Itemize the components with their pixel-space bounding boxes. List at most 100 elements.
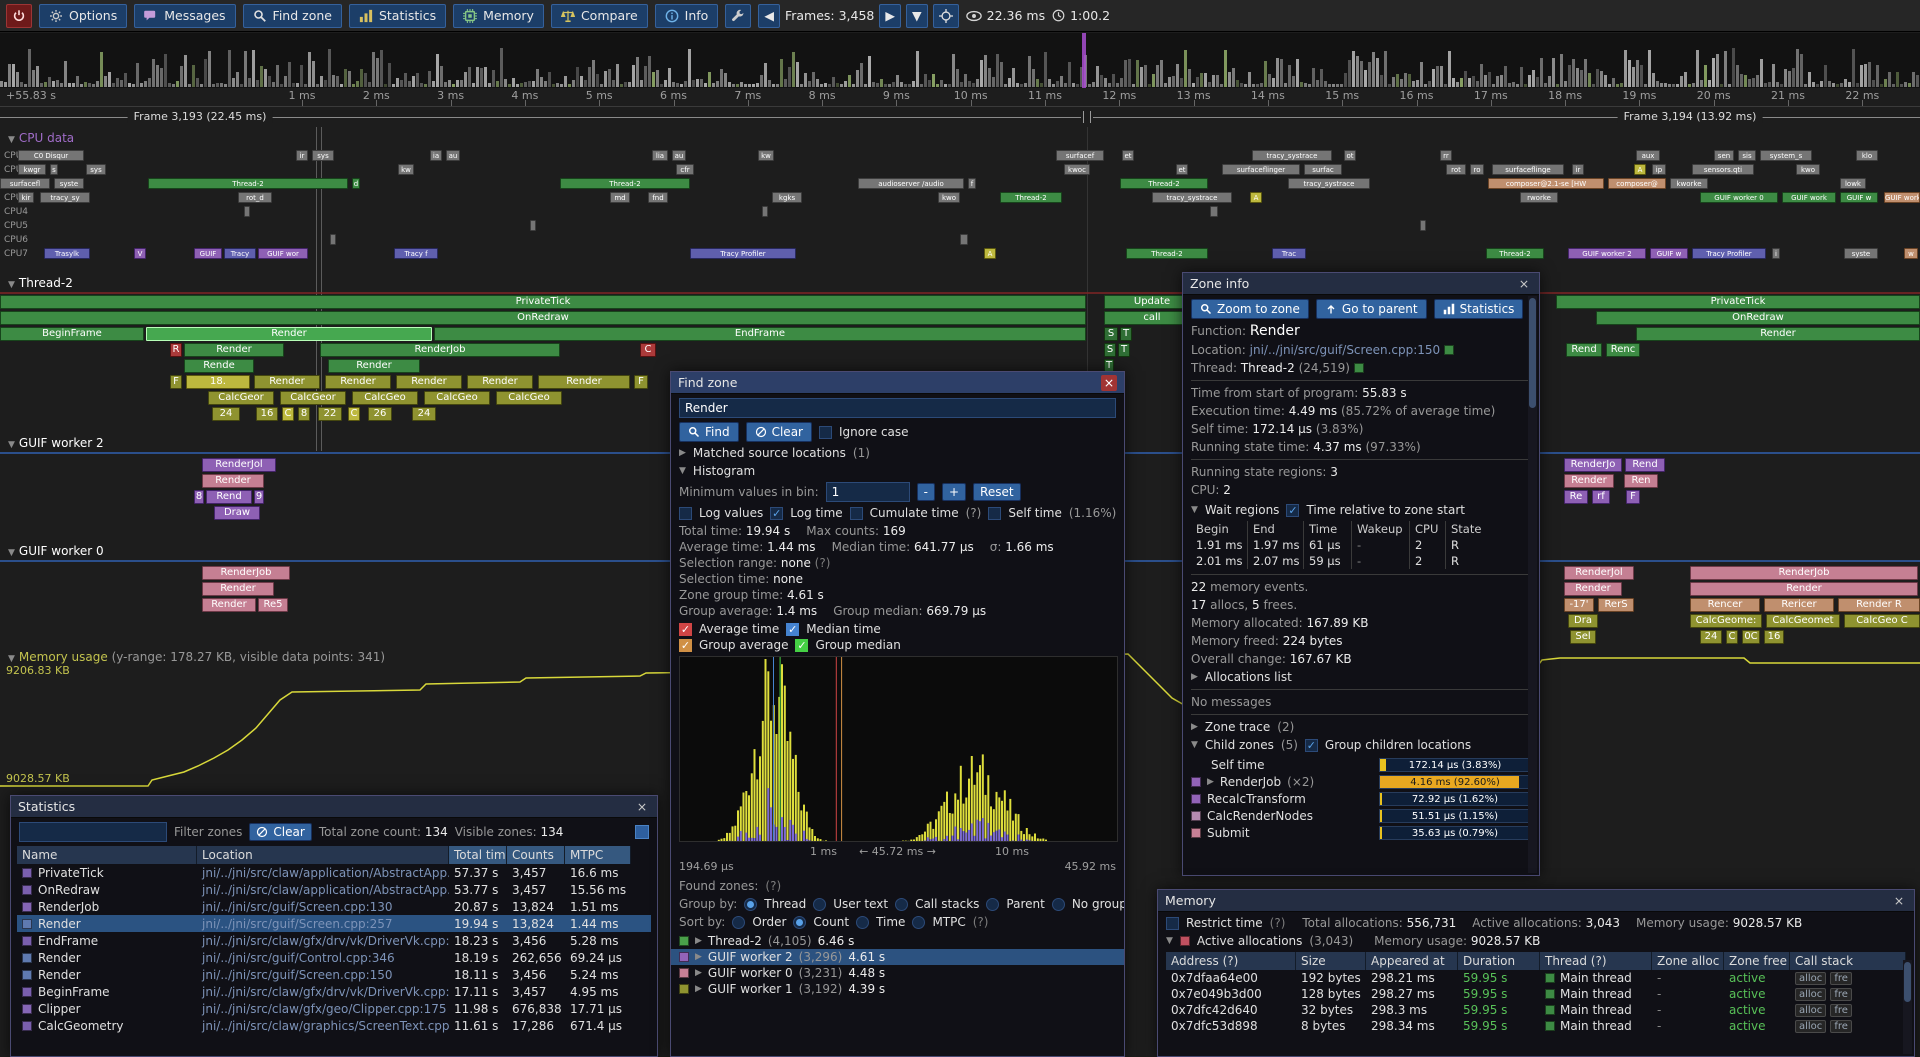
cpu-segment[interactable]: sensors.qti [1692,164,1754,175]
frame-bar[interactable] [1172,76,1175,87]
frame-bar[interactable] [168,83,171,87]
cpu-segment[interactable]: Thread-2 [1486,248,1544,259]
frame-bar[interactable] [956,69,959,87]
restrict-time-checkbox[interactable] [1166,916,1179,930]
frame-bar[interactable] [240,83,243,87]
zone[interactable]: PrivateTick [1556,295,1920,309]
cpu-segment[interactable]: au [672,150,686,161]
frame-bar[interactable] [936,84,939,87]
frame-bar[interactable] [1140,67,1143,87]
frame-bar[interactable] [1180,77,1183,87]
cpu-segment[interactable]: d [352,178,360,189]
cpu-segment[interactable]: rr [1440,150,1452,161]
frame-bar[interactable] [40,82,43,87]
frame-bar[interactable] [500,48,503,87]
frame-bar[interactable] [1184,50,1187,87]
frame-bar[interactable] [268,76,271,87]
zone-info-titlebar[interactable]: Zone info × [1183,273,1539,295]
find-zone-titlebar[interactable]: Find zone × [671,372,1124,394]
memory-titlebar[interactable]: Memory × [1158,890,1914,912]
frame-bar[interactable] [368,81,371,87]
frame-bar[interactable] [1176,64,1179,87]
frame-bar[interactable] [1800,53,1803,87]
cpu-segment[interactable]: GUIF worker [1884,192,1920,203]
zone[interactable]: Sel [1570,630,1596,644]
frame-bar[interactable] [560,83,563,87]
frame-bar[interactable] [1824,64,1827,87]
frame-bar[interactable] [776,84,779,87]
clear-button[interactable]: Clear [745,422,812,442]
clear-filter-button[interactable]: Clear [249,823,312,841]
frame-bar[interactable] [308,51,311,87]
zone[interactable]: C [1726,630,1738,644]
frame-bar[interactable] [388,62,391,87]
zone[interactable]: R [170,343,182,357]
frame-bar[interactable] [1028,55,1031,87]
cpu-segment[interactable]: ir [1572,164,1584,175]
cpu-segment[interactable]: GUIF worker 2 [1568,248,1646,259]
average-time-checkbox[interactable] [679,622,692,636]
frame-bar[interactable] [628,82,631,87]
zone[interactable]: C [282,407,294,421]
frame-bar[interactable] [1868,61,1871,87]
frame-bar[interactable] [1228,72,1231,87]
zone[interactable]: Rencer [1690,598,1760,612]
frame-bar[interactable] [352,83,355,87]
frame-bar[interactable] [1200,73,1203,87]
frame-bar[interactable] [1596,69,1599,87]
frame-bar[interactable] [1364,69,1367,87]
frame-bar[interactable] [976,79,979,87]
frame-bar[interactable] [1288,65,1291,87]
frame-bar[interactable] [712,83,715,87]
frame-bar[interactable] [1496,76,1499,87]
frame-bar[interactable] [212,83,215,87]
cpu-segment[interactable]: Thread-2 [148,178,348,189]
child-zone-row[interactable]: ▶ RenderJob (×2) 4.16 ms (92.60%) [1183,773,1539,790]
cpu-segment[interactable]: lia [652,150,668,161]
frame-bar[interactable] [1136,60,1139,87]
zone[interactable]: 26 [368,407,392,421]
frame-bar[interactable] [1472,75,1475,87]
frame-bar[interactable] [1836,83,1839,87]
table-row[interactable]: CalcGeometry jni/../jni/src/claw/graphics… [17,1017,651,1034]
frame-bar[interactable] [1516,83,1519,87]
frame-bar[interactable] [1848,81,1851,87]
no-groupi-radio[interactable] [1051,897,1065,911]
self-time-checkbox[interactable] [988,506,1002,520]
zone[interactable]: C [640,343,656,357]
close-icon[interactable]: × [636,799,648,814]
cpu-segment[interactable] [762,206,768,217]
frame-bar[interactable] [1900,84,1903,87]
time-ruler[interactable]: +55.83 s 1 ms 2 ms 3 ms 4 ms 5 ms 6 ms 7 ms 8 m… [0,88,1920,107]
table-row[interactable]: EndFrame jni/../jni/src/claw/gfx/drv/vk/D… [17,932,651,949]
frame-bar[interactable] [76,75,79,87]
zone[interactable]: CalcGeomet [1766,614,1840,628]
frame-bar[interactable] [32,70,35,87]
zone[interactable]: PrivateTick [0,295,1086,309]
zone[interactable]: F [1626,490,1640,504]
zone[interactable]: RenderJol [1564,566,1634,580]
frame-bar[interactable] [364,73,367,87]
zone[interactable]: Update [1104,295,1200,309]
zone[interactable]: -17' [1564,598,1594,612]
frame-bar[interactable] [1580,70,1583,87]
frame-bar[interactable] [1724,51,1727,87]
frame-bar[interactable] [24,83,27,87]
cpu-segment[interactable]: kworke [1670,178,1708,189]
frame-bar[interactable] [1112,74,1115,87]
frame-bar[interactable] [188,83,191,87]
frame-bar[interactable] [1020,84,1023,87]
zone[interactable]: T [1120,327,1132,341]
cpu-segment[interactable] [244,206,250,217]
frame-bar[interactable] [176,80,179,87]
frame-bar[interactable] [1428,81,1431,87]
frame-bar[interactable] [1320,68,1323,87]
cpu-segment[interactable]: sys [312,150,334,161]
frame-bar[interactable] [476,66,479,87]
frame-bar[interactable] [228,49,231,87]
cpu-segment[interactable]: et [1176,164,1188,175]
zone-search-input[interactable] [679,398,1116,418]
zone[interactable]: S [1104,327,1118,341]
frame-bar[interactable] [1896,71,1899,87]
frame-bar[interactable] [1116,82,1119,87]
